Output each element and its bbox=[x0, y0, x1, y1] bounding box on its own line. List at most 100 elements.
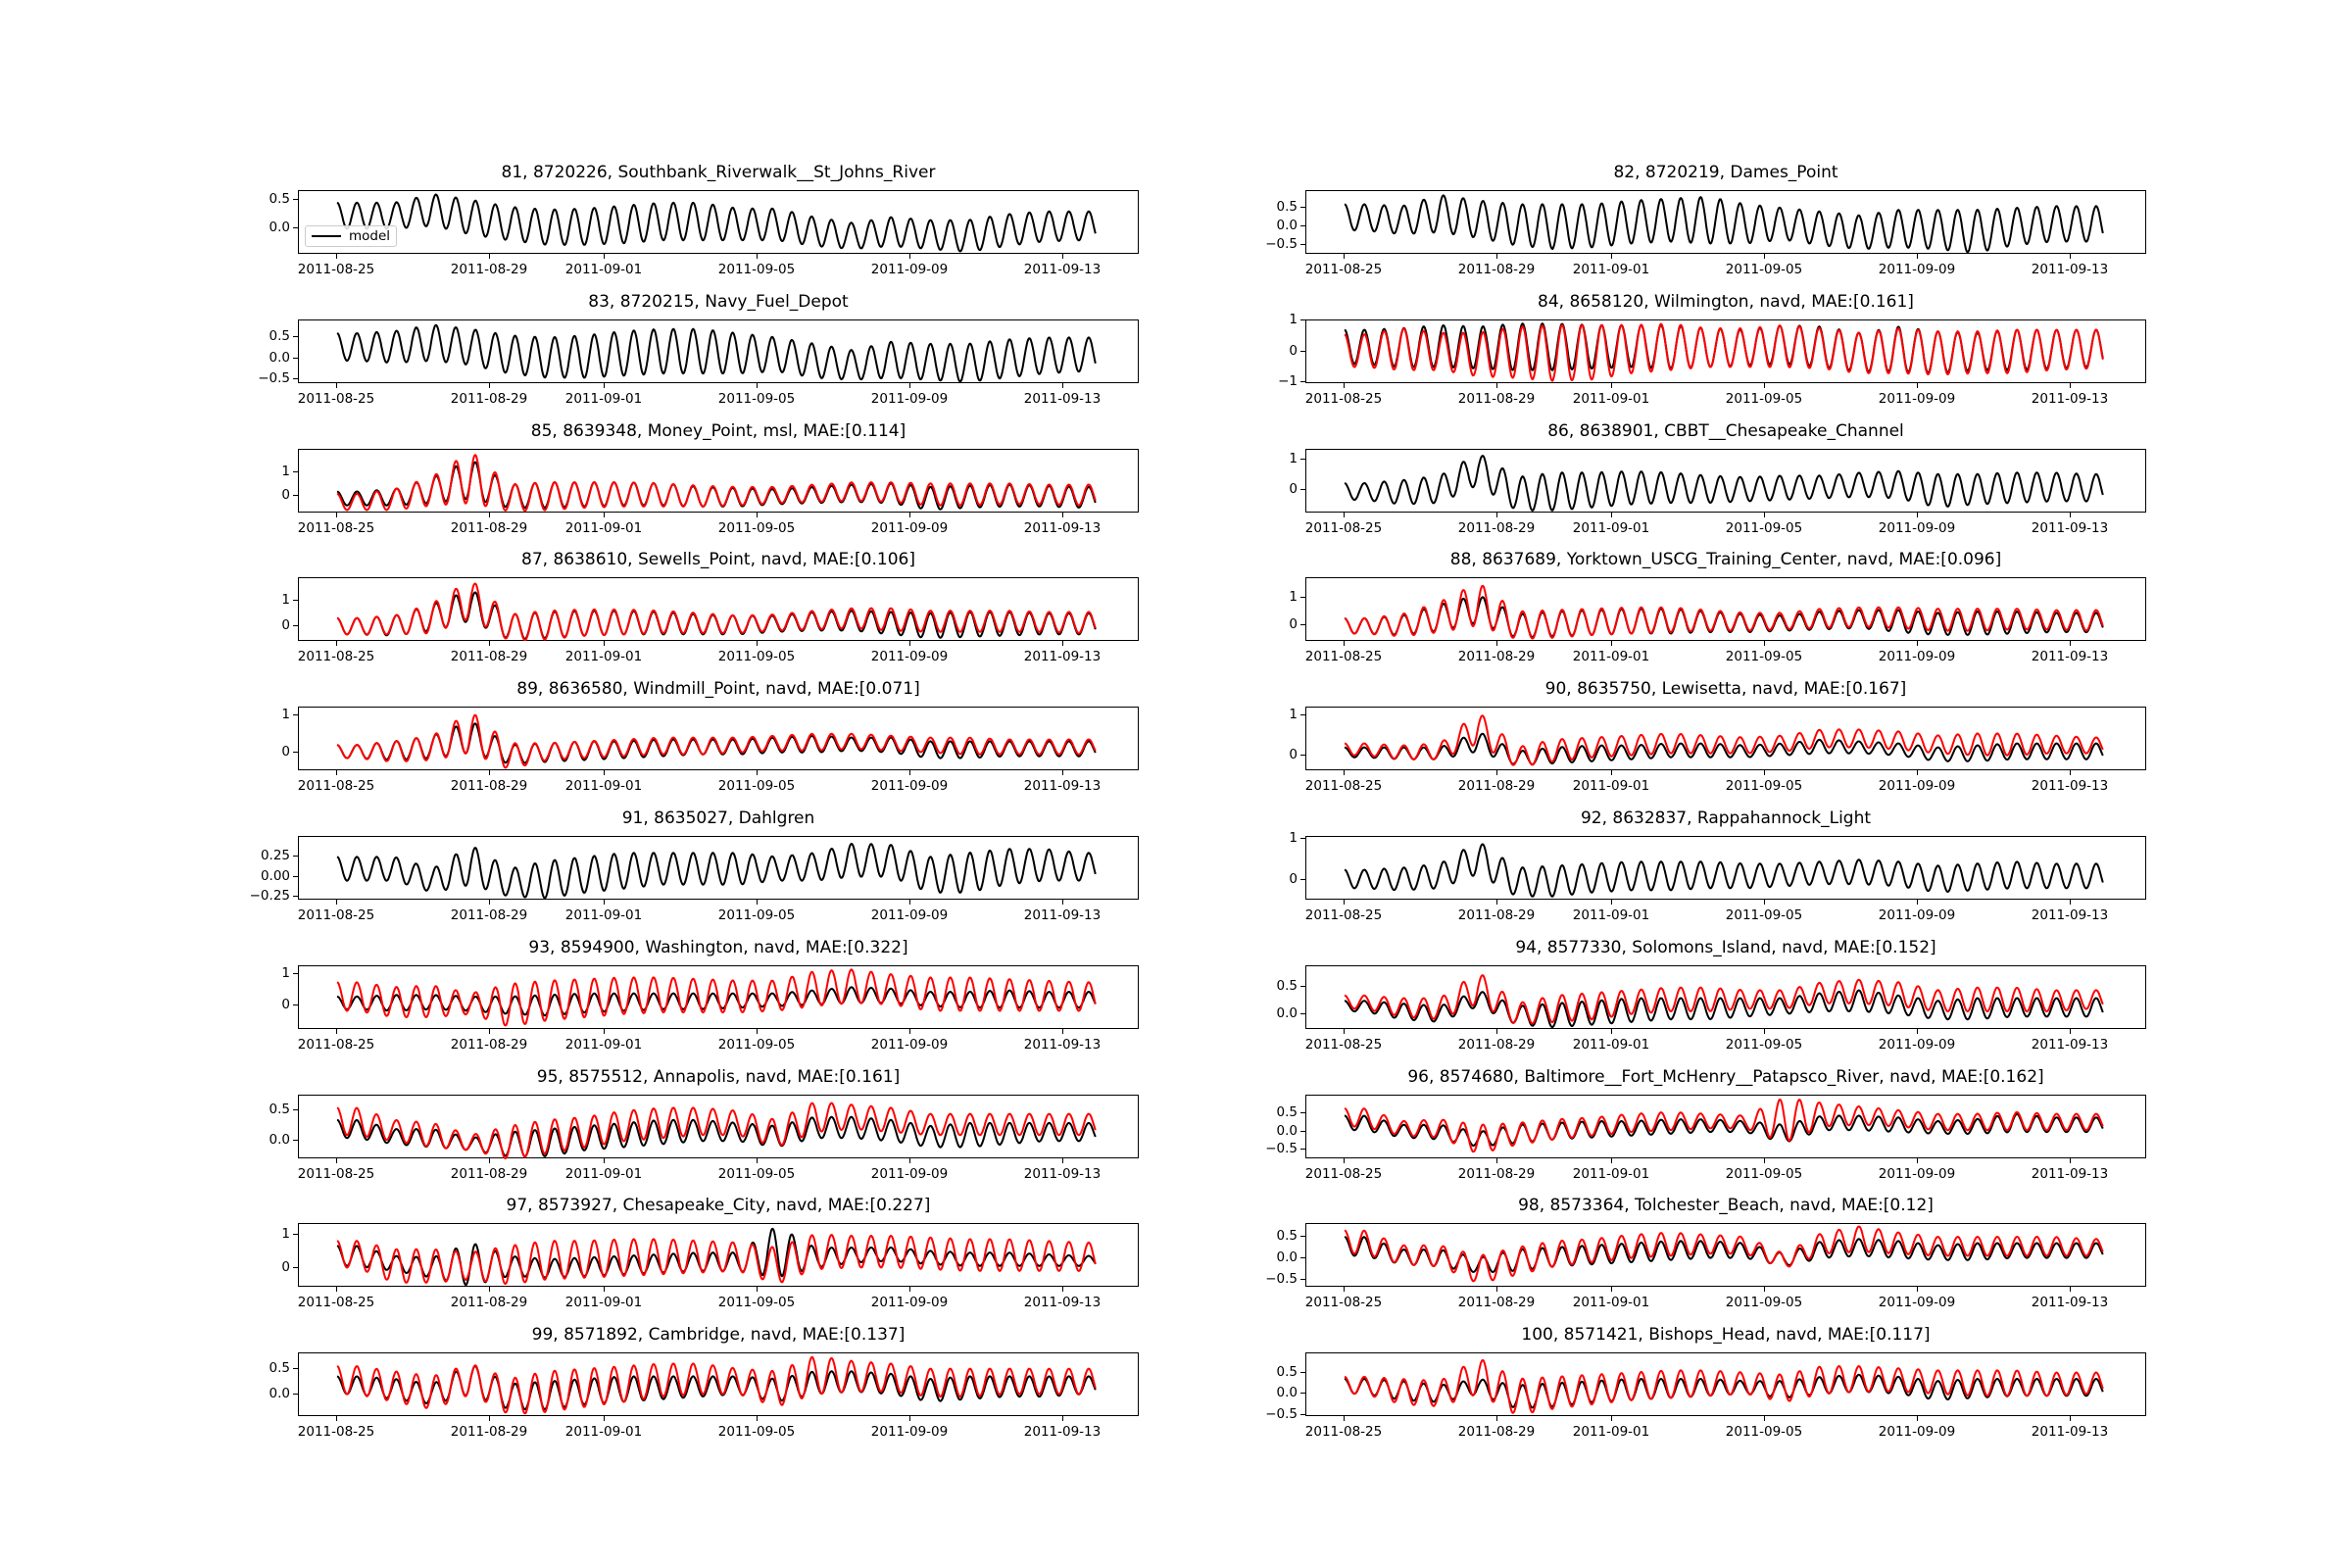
x-tick-label: 2011-09-09 bbox=[870, 1424, 949, 1441]
plot-area bbox=[298, 318, 1139, 383]
subplot-title: 93, 8594900, Washington, navd, MAE:[0.32… bbox=[528, 937, 908, 957]
x-tick-label: 2011-09-13 bbox=[1023, 1165, 1102, 1182]
red-series-line bbox=[336, 1355, 1097, 1415]
y-tick-mark bbox=[1300, 244, 1305, 246]
x-tick-label: 2011-09-05 bbox=[717, 390, 796, 407]
model-series-line bbox=[336, 1228, 1097, 1287]
x-tick-mark bbox=[1764, 1416, 1765, 1422]
x-tick-label: 2011-09-09 bbox=[870, 1295, 949, 1311]
x-tick-label: 2011-08-25 bbox=[297, 649, 375, 665]
model-series-line bbox=[336, 323, 1097, 383]
x-tick-label: 2011-08-29 bbox=[450, 1295, 528, 1311]
x-tick-label: 2011-09-05 bbox=[717, 649, 796, 665]
x-tick-mark bbox=[604, 254, 605, 259]
x-tick-mark bbox=[489, 900, 490, 905]
y-tick-mark bbox=[1300, 350, 1305, 352]
x-tick-label: 2011-08-25 bbox=[1304, 262, 1383, 277]
y-tick-mark bbox=[1300, 1236, 1305, 1238]
x-tick-mark bbox=[1917, 1287, 1918, 1293]
subplot-title: 95, 8575512, Annapolis, navd, MAE:[0.161… bbox=[536, 1066, 901, 1087]
x-tick-mark bbox=[2070, 512, 2071, 517]
x-tick-label: 2011-09-05 bbox=[1725, 1036, 1803, 1053]
x-tick-label: 2011-08-29 bbox=[450, 1424, 528, 1441]
subplot-title: 91, 8635027, Dahlgren bbox=[621, 808, 815, 828]
subplot-panel: 85, 8639348, Money_Point, msl, MAE:[0.11… bbox=[281, 421, 1139, 536]
x-tick-mark bbox=[489, 1028, 490, 1034]
y-tick-mark bbox=[293, 895, 298, 897]
x-tick-label: 2011-09-01 bbox=[564, 649, 643, 665]
x-tick-label: 2011-09-01 bbox=[1572, 778, 1650, 795]
red-series-line bbox=[1344, 585, 2104, 640]
legend-line-swatch bbox=[312, 235, 341, 237]
x-tick-mark bbox=[1917, 382, 1918, 388]
x-tick-label: 2011-08-29 bbox=[450, 1165, 528, 1182]
y-tick-mark bbox=[1300, 986, 1305, 988]
x-tick-mark bbox=[604, 1028, 605, 1034]
x-tick-mark bbox=[336, 512, 337, 517]
series-canvas bbox=[1344, 1225, 2104, 1283]
x-tick-mark bbox=[1611, 770, 1612, 776]
x-tick-mark bbox=[1917, 1028, 1918, 1034]
x-tick-label: 2011-08-29 bbox=[1457, 390, 1536, 407]
x-tick-mark bbox=[1764, 641, 1765, 647]
x-tick-mark bbox=[909, 254, 910, 259]
x-tick-mark bbox=[909, 1028, 910, 1034]
x-tick-mark bbox=[1496, 1416, 1497, 1422]
plot-area bbox=[298, 707, 1139, 771]
subplot-panel: 92, 8632837, Rappahannock_Light 1 0 2011-08… bbox=[1289, 808, 2146, 923]
x-tick-label: 2011-09-09 bbox=[870, 1165, 949, 1182]
x-tick-mark bbox=[1611, 1416, 1612, 1422]
x-tick-mark bbox=[489, 641, 490, 647]
x-tick-mark bbox=[909, 900, 910, 905]
x-tick-label: 2011-09-05 bbox=[717, 519, 796, 536]
x-tick-label: 2011-08-29 bbox=[1457, 519, 1536, 536]
x-tick-label: 2011-09-09 bbox=[1878, 778, 1956, 795]
series-canvas bbox=[1344, 843, 2104, 898]
x-tick-label: 2011-08-25 bbox=[1304, 1036, 1383, 1053]
series-canvas bbox=[1344, 1098, 2104, 1152]
y-tick-mark bbox=[293, 713, 298, 715]
model-series-line bbox=[1344, 454, 2104, 512]
x-tick-label: 2011-08-29 bbox=[450, 907, 528, 923]
x-tick-mark bbox=[2070, 1416, 2071, 1422]
x-tick-mark bbox=[336, 1028, 337, 1034]
y-tick-label: 0 bbox=[1289, 746, 1298, 762]
x-tick-mark bbox=[1062, 1287, 1063, 1293]
x-tick-mark bbox=[757, 641, 758, 647]
subplot-title: 86, 8638901, CBBT__Chesapeake_Channel bbox=[1547, 420, 1904, 441]
plot-area bbox=[1305, 318, 2146, 383]
y-tick-mark bbox=[293, 1367, 298, 1369]
y-tick-label: 1 bbox=[1289, 589, 1298, 606]
x-tick-mark bbox=[1496, 770, 1497, 776]
x-tick-label: 2011-09-01 bbox=[564, 519, 643, 536]
x-tick-mark bbox=[2070, 382, 2071, 388]
subplot-panel: 93, 8594900, Washington, navd, MAE:[0.32… bbox=[281, 938, 1139, 1053]
subplot-title: 100, 8571421, Bishops_Head, navd, MAE:[0… bbox=[1521, 1325, 1931, 1346]
y-tick-label: 0.5 bbox=[1276, 978, 1298, 995]
x-tick-label: 2011-09-09 bbox=[870, 390, 949, 407]
y-tick-mark bbox=[1300, 1112, 1305, 1114]
x-tick-label: 2011-08-25 bbox=[1304, 778, 1383, 795]
x-tick-mark bbox=[909, 770, 910, 776]
series-canvas bbox=[336, 582, 1097, 642]
x-tick-label: 2011-09-09 bbox=[1878, 262, 1956, 277]
x-tick-label: 2011-08-25 bbox=[1304, 519, 1383, 536]
subplot-title: 97, 8573927, Chesapeake_City, navd, MAE:… bbox=[506, 1196, 931, 1216]
x-tick-label: 2011-09-01 bbox=[564, 778, 643, 795]
x-tick-mark bbox=[1917, 512, 1918, 517]
plot-area bbox=[1305, 1352, 2146, 1417]
plot-area bbox=[1305, 190, 2146, 254]
red-series-line bbox=[336, 453, 1097, 512]
subplot-panel: 84, 8658120, Wilmington, navd, MAE:[0.16… bbox=[1278, 292, 2146, 407]
model-series-line bbox=[1344, 194, 2104, 254]
subplot-panel: 87, 8638610, Sewells_Point, navd, MAE:[0… bbox=[281, 550, 1139, 664]
y-tick-mark bbox=[1300, 225, 1305, 227]
x-tick-label: 2011-09-13 bbox=[1023, 519, 1102, 536]
plot-area bbox=[1305, 577, 2146, 642]
y-tick-mark bbox=[293, 1140, 298, 1142]
x-tick-mark bbox=[604, 900, 605, 905]
y-tick-mark bbox=[293, 357, 298, 359]
legend: model bbox=[305, 225, 398, 247]
x-tick-mark bbox=[1917, 1416, 1918, 1422]
y-tick-mark bbox=[1300, 318, 1305, 320]
